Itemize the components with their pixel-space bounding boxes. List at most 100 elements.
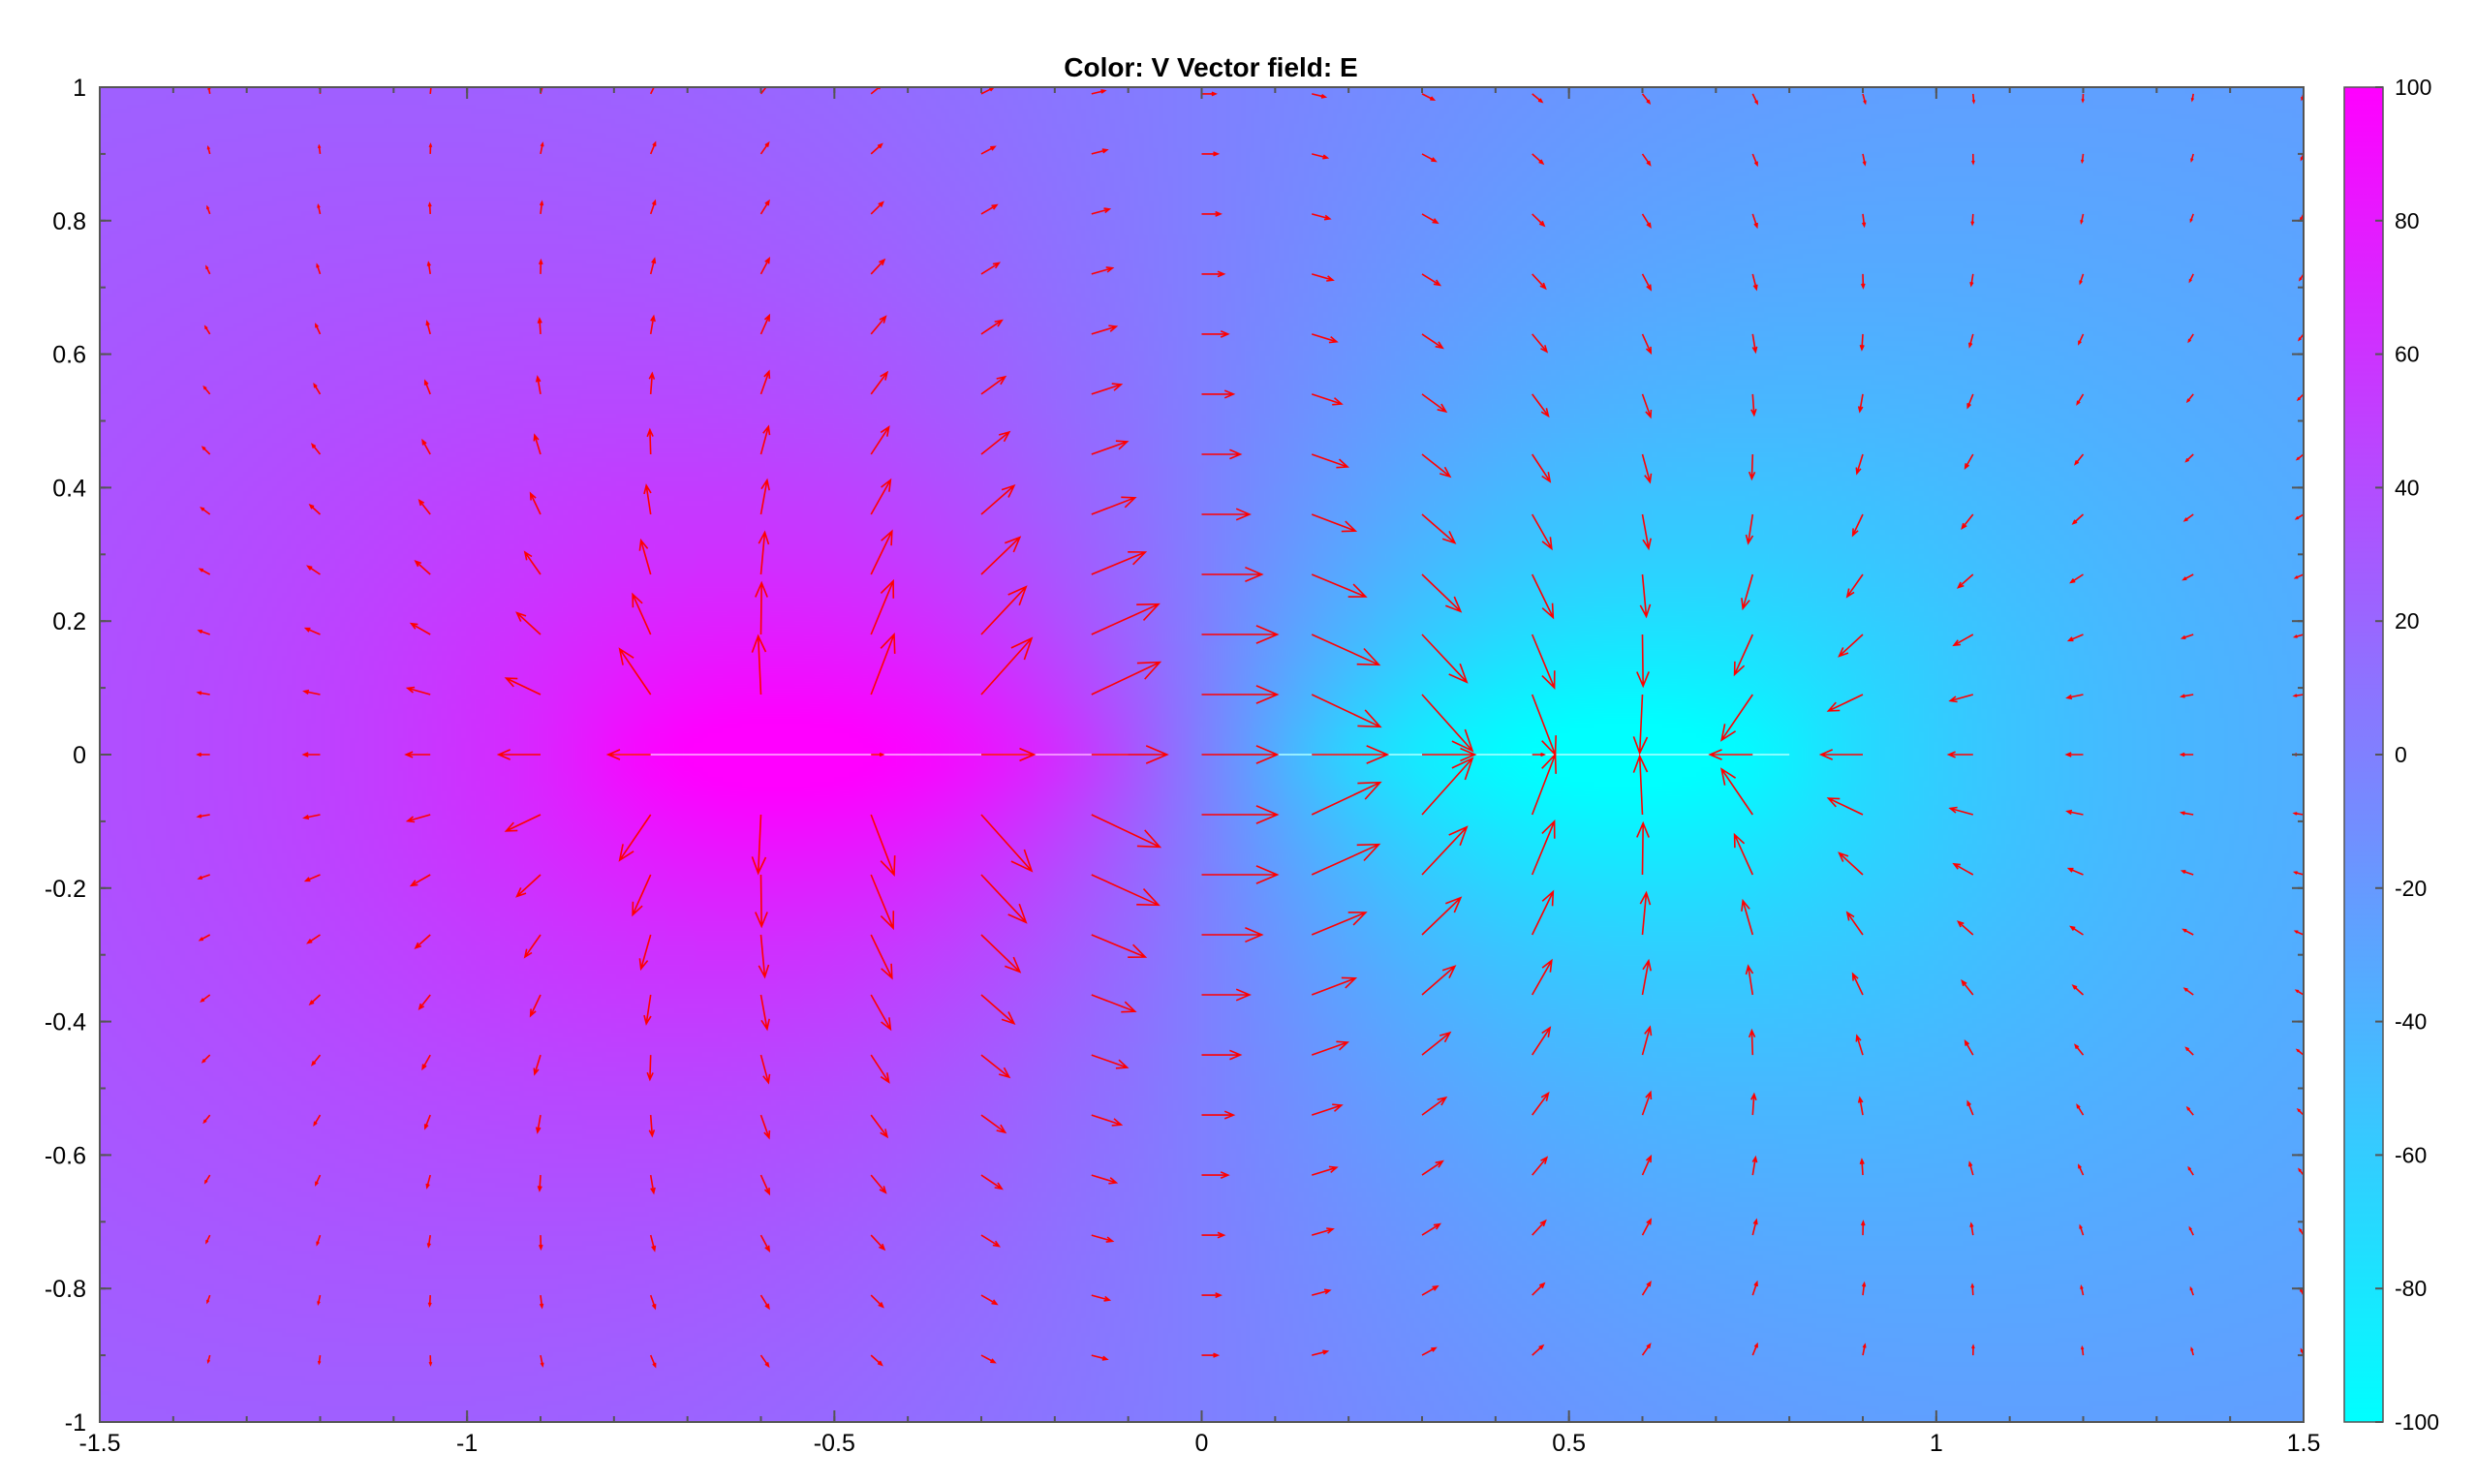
field-arrow: [870, 1234, 886, 1252]
field-arrow: [301, 752, 321, 757]
field-arrow: [1961, 978, 1974, 996]
field-arrow: [2295, 1048, 2304, 1056]
field-arrow: [1532, 1282, 1546, 1296]
field-arrow: [306, 565, 321, 575]
y-tick-label: 0.6: [52, 342, 86, 369]
field-arrow: [1311, 694, 1382, 728]
field-arrow: [1966, 393, 1974, 410]
field-arrow: [315, 1174, 322, 1187]
field-arrow: [1201, 1049, 1243, 1061]
plot-area: [99, 86, 2305, 1423]
field-arrow: [404, 751, 431, 758]
field-arrow: [980, 1354, 997, 1364]
field-arrow: [2189, 213, 2194, 224]
field-arrow: [302, 689, 321, 696]
field-arrow: [1971, 1344, 1975, 1356]
field-arrow: [1421, 1346, 1438, 1356]
field-arrow: [1201, 1352, 1221, 1358]
field-arrow: [870, 934, 893, 980]
field-arrow: [1421, 273, 1442, 287]
field-arrow: [537, 1175, 542, 1192]
field-arrow: [1845, 911, 1864, 936]
field-arrow: [1531, 634, 1556, 690]
field-arrow: [1838, 851, 1864, 876]
field-arrow: [1532, 1219, 1547, 1236]
field-arrow: [313, 1114, 322, 1128]
field-arrow: [2185, 393, 2194, 404]
field-arrow: [201, 446, 211, 455]
field-arrow: [1421, 825, 1469, 876]
field-arrow: [308, 994, 322, 1005]
field-arrow: [1421, 333, 1444, 350]
field-arrow: [870, 994, 892, 1032]
field-arrow: [1311, 781, 1382, 816]
field-arrow: [1311, 912, 1368, 936]
field-arrow: [418, 499, 431, 515]
field-arrow: [529, 491, 542, 515]
field-arrow: [1311, 843, 1381, 876]
field-arrow: [1091, 383, 1124, 395]
field-arrow: [1091, 994, 1137, 1013]
field-arrow: [1311, 213, 1332, 221]
field-arrow: [980, 636, 1034, 696]
field-arrow: [1201, 508, 1252, 521]
field-arrow: [537, 317, 542, 334]
field-arrow: [759, 1234, 771, 1253]
field-arrow: [2292, 871, 2304, 876]
field-arrow: [1862, 93, 1867, 106]
field-arrow: [1748, 1028, 1756, 1056]
field-arrow: [759, 1294, 770, 1311]
field-arrow: [1201, 927, 1264, 943]
field-arrow: [759, 1114, 771, 1140]
field-arrow: [1091, 814, 1162, 849]
field-arrow: [538, 258, 543, 274]
field-arrow: [1948, 806, 1974, 816]
field-arrow: [1826, 797, 1864, 816]
field-arrow: [206, 144, 211, 155]
field-arrow: [759, 478, 770, 515]
field-arrow: [1312, 153, 1330, 160]
field-arrow: [428, 1355, 433, 1367]
field-arrow: [2180, 870, 2194, 876]
chart-title: Color: V Vector field: E: [1064, 52, 1357, 82]
field-arrow: [1641, 1218, 1653, 1236]
field-arrow: [1750, 1092, 1757, 1116]
field-arrow: [1532, 1091, 1550, 1116]
field-arrow: [1312, 93, 1328, 99]
field-arrow: [504, 814, 542, 832]
field-arrow: [198, 568, 211, 575]
field-arrow: [1751, 213, 1758, 230]
field-arrow: [316, 1234, 322, 1247]
field-arrow: [981, 747, 1037, 762]
field-arrow: [2081, 93, 2085, 104]
field-arrow: [1532, 213, 1546, 228]
y-tick-label: -0.6: [45, 1142, 86, 1169]
field-arrow: [2069, 925, 2084, 936]
field-arrow: [1201, 448, 1243, 460]
field-arrow: [196, 691, 210, 696]
field-arrow: [2292, 812, 2304, 816]
field-arrow: [310, 1054, 322, 1067]
field-arrow: [202, 1114, 211, 1125]
field-arrow: [1201, 330, 1230, 338]
field-arrow: [405, 686, 431, 696]
field-arrow: [1751, 1218, 1758, 1236]
field-arrow: [759, 994, 770, 1032]
field-arrow: [535, 375, 542, 395]
field-arrow: [1091, 496, 1137, 515]
field-arrow: [427, 1295, 432, 1308]
field-arrow: [1201, 91, 1218, 97]
field-arrow: [632, 592, 652, 635]
field-arrow: [2079, 273, 2085, 286]
y-tick-label: 0.2: [52, 608, 86, 635]
field-arrow: [2182, 573, 2194, 581]
field-arrow: [1845, 573, 1864, 599]
field-arrow: [317, 203, 322, 215]
colorbar-tick-label: 80: [2395, 208, 2420, 233]
field-arrow: [2189, 1285, 2194, 1296]
field-arrow: [1091, 661, 1162, 696]
field-arrow: [418, 994, 431, 1010]
colorbar-tick-label: 40: [2395, 475, 2420, 500]
field-arrow: [1733, 832, 1754, 876]
